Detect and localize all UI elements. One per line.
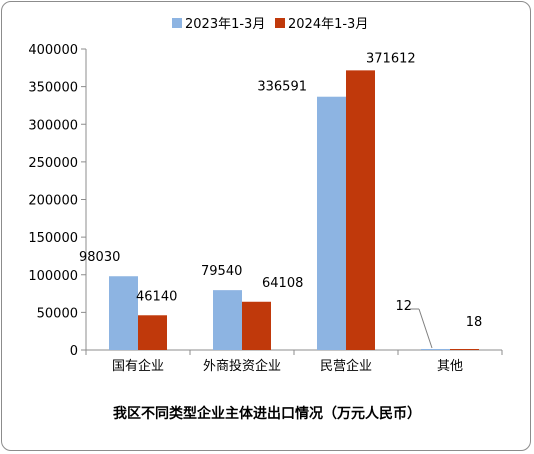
data-label: 64108 [262,276,303,291]
y-tick-label: 50000 [37,306,78,321]
bar-2023 [213,290,242,350]
y-tick-label: 100000 [28,269,78,284]
y-tick-label: 400000 [28,43,78,58]
bar-2024 [450,349,479,350]
data-label: 371612 [366,51,416,66]
bar-2024 [346,70,375,350]
y-tick-label: 350000 [28,81,78,96]
y-ticks: 0 50000 100000 150000 200000 250000 300000 3500… [28,43,86,359]
y-tick-label: 0 [70,344,78,359]
data-label: 98030 [79,250,120,265]
y-tick-label: 200000 [28,194,78,209]
data-label: 336591 [257,80,307,95]
bar-2023 [317,96,346,350]
data-label: 18 [466,315,483,330]
x-category-label: 民营企业 [320,358,372,374]
x-category-label: 外商投资企业 [203,358,281,374]
legend-label-2023: 2023年1-3月 [185,17,265,32]
y-tick-label: 150000 [28,231,78,246]
legend: 2023年1-3月 2024年1-3月 [172,17,368,32]
bar-2023 [421,349,450,350]
y-tick-label: 250000 [28,156,78,171]
legend-swatch-2023 [172,18,182,28]
data-label: 79540 [201,264,242,279]
label-leader-line-segment [418,308,433,349]
bar-2024 [138,315,167,350]
x-categories: 国有企业 外商投资企业 民营企业 其他 [85,350,503,374]
bars [109,70,479,350]
data-label: 46140 [136,289,177,304]
chart-title: 我区不同类型企业主体进出口情况（万元人民币） [113,405,421,422]
x-category-label: 其他 [437,359,463,374]
y-tick-label: 300000 [28,118,78,133]
x-category-label: 国有企业 [112,358,164,374]
data-labels: 98030 46140 79540 64108 336591 371612 12 18 [79,51,483,349]
legend-label-2024: 2024年1-3月 [288,17,368,32]
bar-2023 [109,276,138,350]
legend-swatch-2024 [275,18,285,28]
bar-2024 [242,301,271,350]
data-label: 12 [395,299,412,314]
